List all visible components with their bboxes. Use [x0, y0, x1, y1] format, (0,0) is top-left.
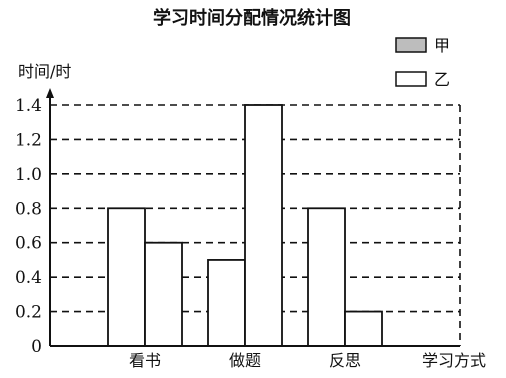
axes — [46, 88, 460, 347]
legend-swatch-yi — [395, 71, 427, 87]
bar — [144, 241, 183, 347]
legend-label-yi: 乙 — [434, 70, 450, 89]
y-tick-label: 1.0 — [15, 165, 42, 185]
x-tick-label: 做题 — [229, 351, 261, 370]
y-tick-label: 1.2 — [15, 130, 42, 150]
x-tick-label: 反思 — [329, 351, 361, 370]
legend-swatch-jia — [395, 37, 427, 53]
bar — [244, 104, 283, 347]
y-tick-label: 1.4 — [15, 96, 42, 116]
y-tick-labels: 0 0.2 0.4 0.6 0.8 1.0 1.2 1.4 — [15, 96, 42, 357]
y-tick-label: 0.6 — [15, 234, 42, 254]
legend-label-jia: 甲 — [434, 36, 450, 55]
x-category-labels: 看书 做题 反思 — [129, 351, 361, 370]
y-tick-label: 0 — [31, 337, 42, 357]
y-tick-label: 0.2 — [15, 303, 42, 323]
bar — [307, 207, 346, 347]
bar — [344, 310, 383, 347]
y-tick-label: 0.8 — [15, 199, 42, 219]
x-tick-label: 看书 — [129, 351, 161, 370]
bar — [207, 259, 246, 347]
y-axis-arrow — [46, 88, 54, 98]
bars — [107, 104, 383, 347]
chart-title: 学习时间分配情况统计图 — [153, 7, 351, 29]
y-tick-label: 0.4 — [15, 268, 42, 288]
y-axis-label: 时间/时 — [18, 62, 71, 81]
x-axis-label: 学习方式 — [422, 351, 486, 370]
bar — [107, 207, 146, 347]
legend: 甲 乙 — [395, 36, 450, 89]
